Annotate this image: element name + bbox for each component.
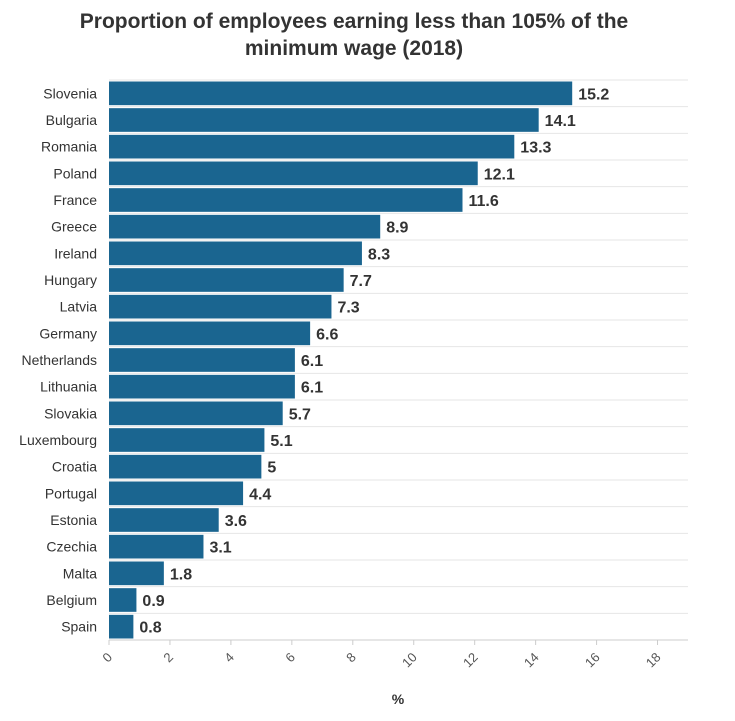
- data-label: 0.9: [142, 593, 164, 610]
- category-label: Spain: [61, 619, 97, 635]
- category-label: Croatia: [52, 459, 97, 475]
- x-tick-label: 6: [282, 650, 298, 666]
- x-tick-label: 18: [643, 650, 664, 671]
- grid-layer: [109, 79, 688, 641]
- category-label: Greece: [51, 219, 97, 235]
- x-tick-label: 12: [460, 650, 481, 671]
- category-label: Latvia: [60, 299, 98, 315]
- bar: [109, 401, 283, 426]
- bar: [109, 428, 265, 452]
- bar: [109, 588, 137, 612]
- data-label: 5.7: [289, 406, 311, 423]
- chart-title-line-1: Proportion of employees earning less tha…: [79, 10, 629, 33]
- bar: [109, 374, 295, 399]
- data-label: 6.1: [301, 380, 323, 397]
- x-tick-label: 2: [160, 650, 176, 666]
- bar: [109, 454, 262, 479]
- x-axis-ticks: 0 2 4 6 8 10 12 14 16 18: [99, 640, 664, 671]
- bar: [109, 614, 134, 639]
- bar: [109, 188, 463, 212]
- bar: [109, 321, 311, 346]
- x-tick-label: 4: [221, 650, 237, 666]
- bar: [109, 268, 344, 292]
- data-label: 4.4: [249, 486, 271, 503]
- x-tick-label: 0: [99, 650, 115, 666]
- data-label: 11.6: [468, 193, 498, 210]
- data-label: 12.1: [484, 166, 515, 183]
- category-label: Czechia: [46, 539, 97, 555]
- data-label: 5: [267, 460, 276, 477]
- data-label: 3.6: [225, 513, 247, 530]
- category-label: Lithuania: [40, 379, 97, 395]
- data-label: 6.1: [301, 353, 323, 370]
- bar: [109, 561, 164, 586]
- category-label: Hungary: [44, 272, 97, 288]
- bar: [109, 294, 332, 319]
- bar: [109, 108, 539, 132]
- category-label: Romania: [41, 139, 97, 155]
- category-label: Germany: [39, 325, 97, 341]
- data-label: 7.3: [337, 300, 359, 317]
- data-label: 13.3: [520, 140, 551, 157]
- data-label: 0.8: [139, 620, 161, 637]
- bar: [109, 481, 244, 506]
- category-label: Slovakia: [44, 405, 97, 421]
- x-tick-label: 8: [343, 650, 359, 666]
- x-tick-label: 16: [582, 650, 603, 671]
- category-label: Ireland: [54, 245, 97, 261]
- x-tick-label: 14: [521, 650, 542, 671]
- category-label: Poland: [53, 165, 97, 181]
- data-label: 5.1: [270, 433, 292, 450]
- category-label: Portugal: [45, 485, 97, 501]
- category-labels: Slovenia Bulgaria Romania Poland France Greec…: [19, 85, 97, 634]
- bar: [109, 214, 381, 239]
- chart-title: Proportion of employees earning less tha…: [0, 8, 708, 62]
- category-label: Netherlands: [22, 352, 98, 368]
- bar: [109, 161, 478, 186]
- category-label: Slovenia: [43, 85, 97, 101]
- category-label: Luxembourg: [19, 432, 97, 448]
- data-label: 8.9: [386, 220, 408, 237]
- bar: [109, 534, 204, 559]
- x-axis-title: %: [392, 691, 405, 707]
- bar: [109, 134, 515, 159]
- data-label: 8.3: [368, 246, 390, 263]
- data-label: 7.7: [350, 273, 372, 290]
- bar: [109, 81, 573, 106]
- x-tick-label: 10: [399, 650, 420, 671]
- data-label: 15.2: [578, 86, 609, 103]
- bar-layer: [109, 81, 573, 639]
- bar: [109, 348, 295, 372]
- category-label: Belgium: [46, 592, 97, 608]
- category-label: Bulgaria: [46, 112, 98, 128]
- chart-title-line-2: minimum wage (2018): [244, 37, 464, 60]
- bar: [109, 241, 362, 266]
- category-label: France: [53, 192, 97, 208]
- data-label: 14.1: [545, 113, 576, 130]
- data-labels: 15.214.1 13.3 12.1 11.6 8.9 8.3 7.7 7.3 6.6 6.1 6.…: [139, 86, 609, 636]
- category-label: Estonia: [50, 512, 97, 528]
- category-label: Malta: [63, 565, 97, 581]
- data-label: 1.8: [170, 566, 192, 583]
- data-label: 6.6: [316, 326, 338, 343]
- bar: [109, 508, 219, 532]
- data-label: 3.1: [209, 540, 231, 557]
